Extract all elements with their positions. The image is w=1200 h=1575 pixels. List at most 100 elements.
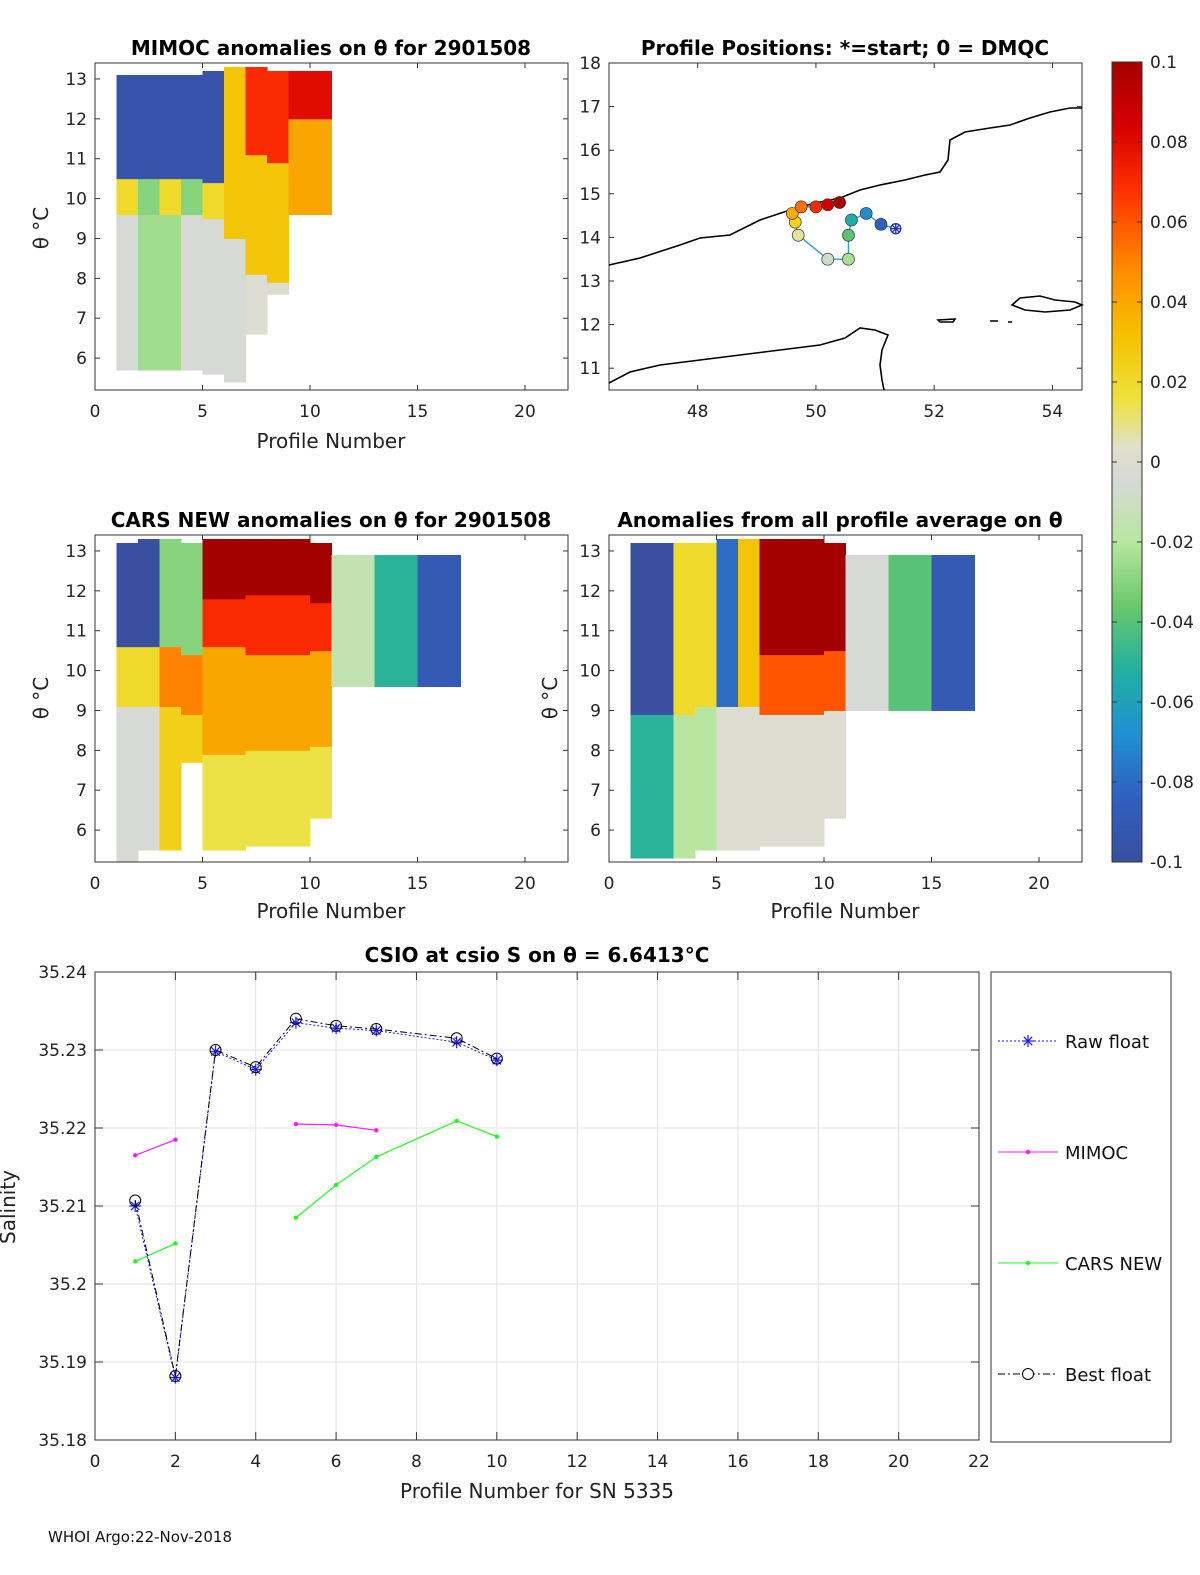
heatmap-cell [159, 718, 182, 731]
heatmap-cell [652, 786, 674, 799]
heatmap-cell [224, 130, 246, 144]
heatmap-cell [267, 258, 289, 271]
heatmap-cell [224, 70, 246, 84]
heatmap-cell [953, 686, 975, 699]
mimoc-panel-title: MIMOC anomalies on θ for 2901508 [131, 36, 531, 60]
salinity-x-tick: 20 [888, 1452, 910, 1472]
heatmap-cell [781, 726, 803, 739]
heatmap-cell [439, 626, 461, 640]
heatmap-cell [245, 106, 268, 120]
heatmap-cell [202, 610, 225, 624]
heatmap-cell [224, 154, 246, 168]
heatmap-cell [159, 706, 182, 719]
positions-x-ticks: 48 50 52 54 [687, 402, 1063, 422]
heatmap-cell [288, 166, 311, 180]
heatmap-cell [159, 538, 182, 552]
heatmap-cell [288, 130, 311, 144]
salinity-legend: Raw float MIMOC CARS NEW Best float [990, 971, 1172, 1443]
heatmap-cell [673, 690, 696, 703]
heatmap-cell [138, 322, 160, 335]
heatmap-cell [630, 570, 653, 584]
heatmap-cell [267, 102, 289, 116]
coastline-south [608, 327, 890, 391]
heatmap-cell [138, 838, 160, 851]
heatmap-cell [374, 626, 397, 640]
heatmap-cell [288, 690, 311, 703]
heatmap-cell [202, 694, 225, 707]
heatmap-cell [288, 594, 311, 608]
heatmap-cell [824, 686, 846, 699]
heatmap-cell [181, 310, 203, 323]
heatmap-cell [116, 838, 139, 851]
positions-y-tick: 14 [579, 228, 601, 248]
heatmap-cell [331, 614, 354, 628]
cars-panel-title: CARS NEW anomalies on θ for 2901508 [111, 508, 552, 532]
heatmap-cell [310, 166, 332, 180]
heatmap-cell [116, 334, 139, 347]
heatmap-cell [652, 666, 674, 680]
heatmap-cell [695, 586, 717, 600]
heatmap-cell [716, 574, 739, 588]
heatmap-cell [652, 834, 674, 847]
heatmap-cell [374, 578, 397, 592]
heatmap-cell [652, 810, 674, 823]
heatmap-cell [224, 586, 246, 600]
heatmap-cell [738, 790, 760, 803]
heatmap-cell [802, 570, 825, 584]
heatmap-cell [138, 694, 160, 707]
heatmap-cell [224, 118, 246, 132]
heatmap-cell [824, 590, 846, 604]
heatmap-cell [759, 654, 782, 668]
heatmap-cell [630, 542, 653, 548]
heatmap-cell [138, 226, 160, 239]
heatmap-cell [867, 602, 889, 616]
heatmap-cell [374, 674, 397, 688]
heatmap-cell [116, 814, 139, 827]
heatmap-cell [738, 742, 760, 755]
heatmap-cell [331, 650, 354, 664]
heatmap-cell [116, 346, 139, 359]
heatmap-cell [759, 810, 782, 823]
heatmap-cell [802, 678, 825, 692]
heatmap-cell [353, 554, 375, 568]
average-x-tick: 15 [921, 874, 943, 894]
heatmap-cell [931, 674, 954, 688]
heatmap-cell [716, 550, 739, 564]
heatmap-cell [202, 302, 225, 315]
heatmap-cell [738, 802, 760, 815]
heatmap-cell [202, 146, 225, 160]
best-float-point [289, 1012, 302, 1025]
heatmap-cell [910, 590, 932, 604]
mimoc-y-tick: 7 [76, 309, 87, 329]
colorbar-tick: -0.04 [1150, 613, 1194, 633]
heatmap-cell [439, 674, 461, 688]
heatmap-cell [888, 578, 911, 592]
heatmap-cell [310, 554, 332, 568]
heatmap-cell [224, 274, 246, 287]
heatmap-cell [781, 546, 803, 560]
heatmap-cell [738, 718, 760, 731]
heatmap-cell [673, 606, 696, 620]
average-y-tick: 6 [590, 821, 601, 841]
heatmap-cell [802, 726, 825, 739]
heatmap-cell [202, 326, 225, 339]
heatmap-cell [845, 566, 868, 580]
heatmap-cell [245, 570, 268, 584]
heatmap-cell [802, 546, 825, 560]
heatmap-cell [652, 654, 674, 668]
heatmap-cell [245, 798, 268, 811]
heatmap-cell [138, 74, 160, 84]
heatmap-cell [310, 130, 332, 144]
heatmap-cell [159, 334, 182, 347]
average-axes-box [608, 534, 1083, 863]
heatmap-cell [953, 554, 975, 568]
heatmap-cell [652, 846, 674, 859]
heatmap-cell [288, 750, 311, 763]
raw-float-line [134, 1022, 498, 1378]
heatmap-cell [181, 250, 203, 263]
heatmap-cell [202, 814, 225, 827]
salinity-y-ticks: 35.18 35.19 35.2 35.21 35.22 35.23 35.24 [38, 963, 87, 1451]
heatmap-cell [245, 834, 268, 847]
heatmap-cell [181, 226, 203, 239]
